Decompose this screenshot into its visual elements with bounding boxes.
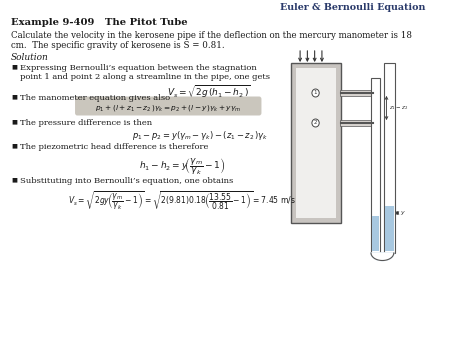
- Circle shape: [312, 89, 319, 97]
- Bar: [291, 63, 341, 223]
- Text: Euler & Bernoulli Equation: Euler & Bernoulli Equation: [280, 3, 426, 12]
- Text: point 1 and point 2 along a streamline in the pipe, one gets: point 1 and point 2 along a streamline i…: [20, 73, 270, 81]
- Bar: [296, 68, 337, 218]
- Polygon shape: [371, 253, 394, 261]
- Circle shape: [312, 119, 319, 127]
- Text: The manometer equation gives also: The manometer equation gives also: [20, 94, 170, 102]
- Text: The piezometric head difference is therefore: The piezometric head difference is there…: [20, 143, 209, 151]
- Text: Solution: Solution: [11, 53, 49, 62]
- Text: 2: 2: [314, 120, 317, 126]
- Text: The pressure difference is then: The pressure difference is then: [20, 119, 152, 127]
- Text: Substituting into Bernoulli’s equation, one obtains: Substituting into Bernoulli’s equation, …: [20, 177, 233, 185]
- Bar: [372, 216, 379, 251]
- Text: ■: ■: [12, 94, 18, 99]
- Text: $V_s = \sqrt{2g\,(h_1 - h_2\,)}$: $V_s = \sqrt{2g\,(h_1 - h_2\,)}$: [167, 83, 251, 100]
- Text: $p_1 - p_2 = y(\gamma_m - \gamma_k) - (z_1 - z_2\,)\gamma_k$: $p_1 - p_2 = y(\gamma_m - \gamma_k) - (z…: [132, 129, 268, 142]
- Bar: [340, 90, 375, 96]
- Text: ■: ■: [12, 177, 18, 182]
- Text: Expressing Bernoulli’s equation between the stagnation: Expressing Bernoulli’s equation between …: [20, 64, 257, 72]
- Text: ■: ■: [12, 119, 18, 124]
- Bar: [340, 120, 375, 126]
- Bar: [384, 63, 395, 253]
- Text: $p_1 + (l + z_1 - z_2\,)\gamma_k = p_2 + (l-y)\gamma_k + y\gamma_m$: $p_1 + (l + z_1 - z_2\,)\gamma_k = p_2 +…: [95, 103, 241, 113]
- Text: $y$: $y$: [400, 209, 406, 217]
- Bar: [371, 78, 380, 253]
- Text: $V_s = \sqrt{2gy\!\left(\dfrac{\gamma_m}{\gamma_k} - 1\right)} = \sqrt{2(9.81)0.: $V_s = \sqrt{2gy\!\left(\dfrac{\gamma_m}…: [68, 190, 296, 213]
- Text: ■: ■: [12, 143, 18, 148]
- Text: cm.  The specific gravity of kerosene is S = 0.81.: cm. The specific gravity of kerosene is …: [11, 41, 225, 50]
- Text: Calculate the velocity in the kerosene pipe if the deflection on the mercury man: Calculate the velocity in the kerosene p…: [11, 31, 412, 40]
- Text: Example 9-409   The Pitot Tube: Example 9-409 The Pitot Tube: [11, 18, 188, 27]
- Text: $h_1 - h_2 = y\!\left(\dfrac{\gamma_m}{\gamma_k} - 1\right)$: $h_1 - h_2 = y\!\left(\dfrac{\gamma_m}{\…: [138, 156, 225, 177]
- Polygon shape: [371, 253, 394, 261]
- Bar: [385, 206, 394, 251]
- Text: $z_1 - z_2$: $z_1 - z_2$: [389, 104, 409, 112]
- FancyBboxPatch shape: [75, 96, 262, 115]
- Text: ■: ■: [12, 64, 18, 69]
- Text: 1: 1: [314, 90, 317, 96]
